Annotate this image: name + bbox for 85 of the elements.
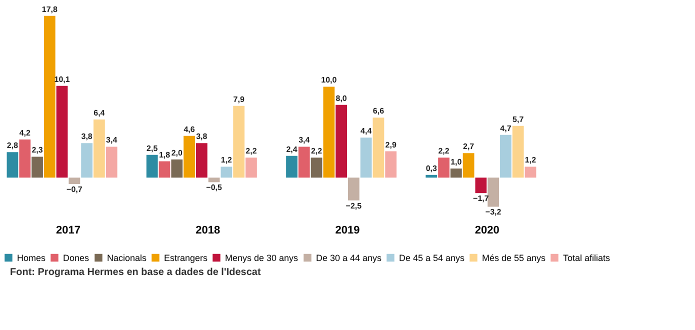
x-tick-label: 2018 [196,224,220,236]
bar [171,159,183,178]
bar [56,86,68,178]
bar [500,134,512,178]
data-label: −2,5 [346,201,362,210]
data-label: 3,8 [196,132,208,142]
bar [450,168,462,178]
data-label: 1,2 [524,156,537,165]
bar [196,143,208,178]
text: Font: Programa Hermes en base a dades de l'Idescat [10,267,262,278]
bar [19,139,31,178]
data-label: 2,8 [6,141,19,150]
x-tick-label: 2017 [56,224,80,236]
bar [438,158,450,178]
data-label: 2,9 [385,140,397,150]
bar [146,154,158,178]
bar [208,178,220,182]
data-label: 1,0 [450,158,462,167]
bar [158,161,170,178]
data-label: 4,4 [360,126,372,136]
legend-label: Estrangers [164,252,208,263]
bar [6,152,18,178]
legend-label: De 30 a 44 anys [316,252,382,263]
bar [106,146,118,178]
data-label: 4,6 [184,124,196,134]
bar [426,174,438,178]
x-tick-label: 2020 [474,224,500,236]
data-label: 2,2 [438,146,450,156]
data-label: −0,5 [206,183,223,192]
bar [323,86,335,178]
legend-label: Menys de 30 anys [225,252,299,263]
legend-label: Dones [63,252,90,263]
bar [512,126,524,178]
data-label: 6,4 [94,108,106,118]
data-label: 2,5 [146,144,158,153]
data-label: 0,3 [426,164,438,173]
data-label: 3,8 [81,132,93,142]
data-label: 3,4 [298,136,310,145]
bar [68,178,80,184]
bar [220,166,232,178]
data-label: 4,2 [19,128,31,138]
data-label: 10,0 [321,76,338,85]
bar [298,146,310,178]
data-label: 7,9 [233,94,245,104]
data-label: 4,7 [500,124,512,133]
data-label: 2,3 [32,146,44,155]
bar [462,153,474,178]
legend-label: Homes [17,252,46,263]
data-label: 2,0 [171,148,184,158]
bar [348,178,360,200]
bar [372,118,384,178]
bar [524,166,536,178]
bar [94,119,105,178]
data-label: −3,2 [485,208,502,217]
bar [81,143,93,178]
bar [44,16,56,178]
data-label: 1,8 [158,150,171,160]
bar [360,138,372,178]
bar [475,178,487,194]
data-label: 8,0 [336,94,348,103]
legend-label: Més de 55 anys [482,252,546,263]
bar [385,151,397,178]
data-label: 5,7 [512,114,524,124]
data-label: 6,6 [372,106,385,116]
bar [246,158,257,178]
bar [488,178,500,207]
bar [310,158,322,178]
data-label: 3,4 [106,136,118,145]
legend-label: Nacionals [107,252,148,263]
bar [286,156,298,178]
data-label: 17,8 [42,4,58,14]
data-label: 2,4 [286,144,298,154]
bar [336,104,348,178]
data-label: 1,2 [220,156,233,165]
bar [233,106,245,178]
legend-label: De 45 a 54 anys [399,252,466,263]
x-tick-label: 2019 [335,224,360,236]
bar [32,156,43,178]
data-label: 2,2 [246,146,258,156]
data-label: 2,7 [462,142,475,152]
data-label: −0,7 [66,185,83,194]
bar [184,136,195,178]
legend-label: Total afiliats [563,252,611,263]
data-label: −1,7 [473,194,490,204]
data-label: 2,2 [310,146,323,156]
